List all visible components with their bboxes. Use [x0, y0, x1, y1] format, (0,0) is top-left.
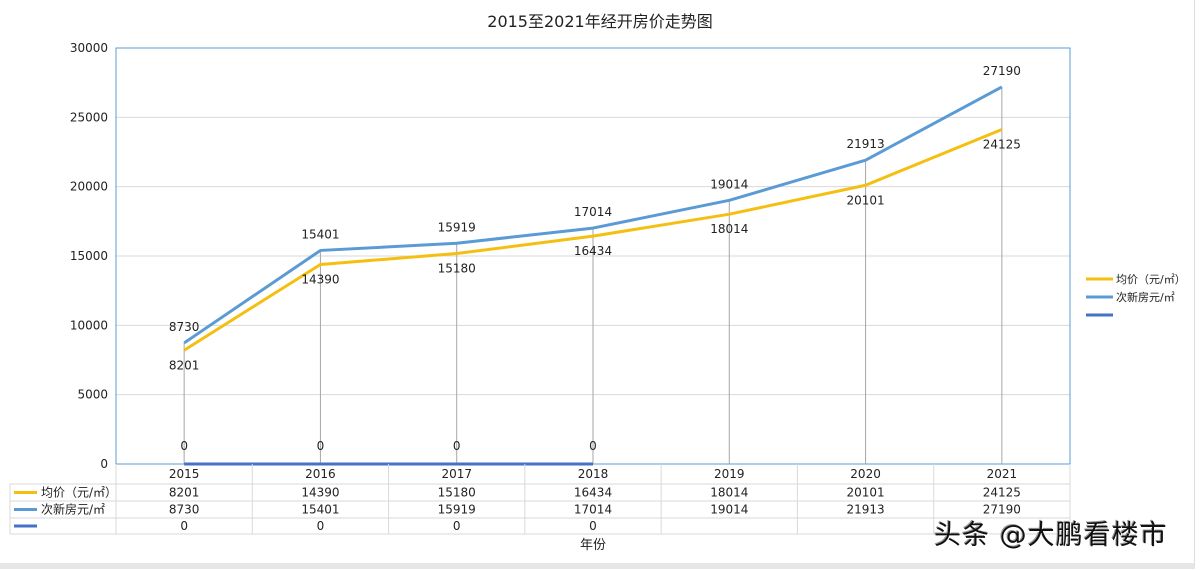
data-label: 0 — [453, 439, 461, 453]
series-line-0 — [183, 128, 1003, 352]
y-tick-label: 5000 — [77, 388, 108, 402]
data-label: 0 — [589, 439, 597, 453]
x-tick-label: 2021 — [987, 467, 1018, 481]
data-label: 15180 — [438, 262, 476, 276]
legend-label: 均价（元/㎡） — [1116, 273, 1186, 286]
table-cell: 18014 — [710, 486, 748, 500]
table-cell: 19014 — [710, 503, 748, 517]
y-tick-label: 20000 — [70, 180, 108, 194]
x-tick-label: 2019 — [714, 467, 745, 481]
table-cell: 0 — [453, 519, 461, 533]
data-label: 8730 — [169, 320, 200, 334]
table-cell: 14390 — [301, 486, 339, 500]
series-line-1 — [183, 85, 1003, 345]
legend-label: 次新房元/㎡ — [1116, 290, 1175, 304]
table-series-name: 均价（元/㎡） — [41, 486, 117, 500]
x-tick-label: 2018 — [578, 467, 609, 481]
data-label: 15401 — [301, 227, 339, 241]
data-label: 0 — [180, 439, 188, 453]
table-cell: 24125 — [983, 486, 1021, 500]
table-cell: 0 — [180, 519, 188, 533]
table-cell: 15919 — [438, 503, 476, 517]
data-label: 19014 — [710, 177, 748, 191]
table-cell: 0 — [589, 519, 597, 533]
data-label: 8201 — [169, 358, 200, 372]
table-cell: 8730 — [169, 503, 200, 517]
table-cell: 21913 — [846, 503, 884, 517]
y-tick-label: 10000 — [70, 318, 108, 332]
data-label: 21913 — [846, 137, 884, 151]
y-tick-label: 30000 — [70, 41, 108, 55]
table-cell: 0 — [317, 519, 325, 533]
table-cell: 15180 — [438, 486, 476, 500]
y-tick-label: 0 — [100, 457, 108, 471]
data-label: 27190 — [983, 64, 1021, 78]
table-cell: 27190 — [983, 503, 1021, 517]
x-tick-label: 2020 — [850, 467, 881, 481]
y-tick-label: 15000 — [70, 249, 108, 263]
chart-title: 2015至2021年经开房价走势图 — [487, 12, 712, 31]
data-label: 15919 — [438, 220, 476, 234]
table-cell: 16434 — [574, 486, 612, 500]
data-label: 16434 — [574, 244, 612, 258]
data-label: 24125 — [983, 137, 1021, 151]
x-tick-label: 2015 — [169, 467, 200, 481]
y-tick-label: 25000 — [70, 110, 108, 124]
data-label: 18014 — [710, 222, 748, 236]
x-axis-title: 年份 — [580, 538, 606, 553]
x-tick-label: 2016 — [305, 467, 336, 481]
table-cell: 17014 — [574, 503, 612, 517]
data-label: 17014 — [574, 205, 612, 219]
table-cell: 15401 — [301, 503, 339, 517]
data-label: 20101 — [846, 193, 884, 207]
data-label: 14390 — [301, 272, 339, 286]
table-cell: 20101 — [846, 486, 884, 500]
watermark: 头条 @大鹏看楼市 — [934, 520, 1168, 551]
table-series-name: 次新房元/㎡ — [41, 502, 105, 517]
data-label: 0 — [317, 439, 325, 453]
x-tick-label: 2017 — [441, 467, 472, 481]
table-cell: 8201 — [169, 486, 200, 500]
